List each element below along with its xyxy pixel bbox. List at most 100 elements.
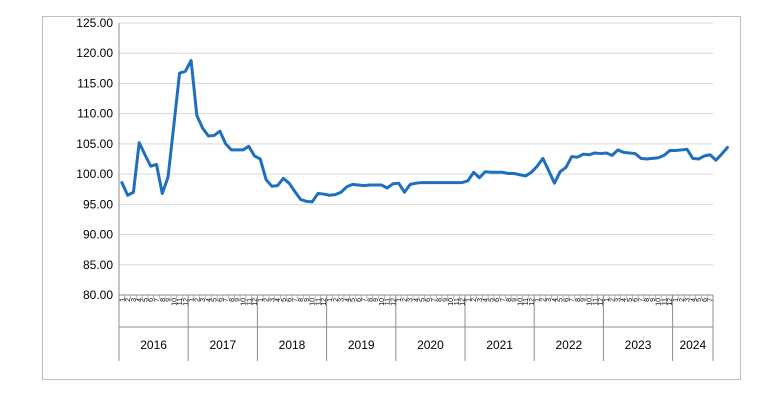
x-month-label: 1 — [119, 298, 126, 302]
y-tick-label: 95.00 — [83, 197, 113, 211]
x-month-label: 7 — [708, 298, 715, 302]
x-month-label: 3 — [269, 298, 276, 302]
line-chart: 80.0085.0090.0095.00100.00105.00110.0011… — [76, 17, 729, 361]
x-month-label: 11 — [385, 298, 392, 305]
x-month-label: 12 — [183, 298, 190, 306]
x-month-label: 7 — [500, 298, 507, 302]
x-month-label: 8 — [506, 298, 513, 302]
x-month-label: 4 — [137, 298, 144, 302]
x-month-label: 9 — [650, 298, 657, 302]
x-month-label: 9 — [304, 298, 311, 302]
x-month-label: 4 — [483, 298, 490, 302]
x-month-label: 4 — [690, 298, 697, 302]
x-month-label: 7 — [431, 298, 438, 302]
x-month-label: 9 — [442, 298, 449, 302]
x-month-label: 2 — [540, 298, 547, 302]
x-year-label: 2022 — [555, 338, 582, 352]
x-year-label: 2023 — [625, 338, 652, 352]
x-month-label: 9 — [373, 298, 380, 302]
x-month-label: 9 — [581, 298, 588, 302]
x-month-label: 1 — [189, 298, 196, 302]
x-month-label: 12 — [529, 298, 536, 306]
x-year-label: 2020 — [417, 338, 444, 352]
x-month-label: 3 — [339, 298, 346, 302]
x-month-label: 4 — [621, 298, 628, 302]
x-year-label: 2016 — [140, 338, 167, 352]
y-tick-label: 100.00 — [76, 167, 113, 181]
x-month-label: 2 — [471, 298, 478, 302]
x-month-label: 2 — [333, 298, 340, 302]
x-year-label: 2021 — [486, 338, 513, 352]
x-month-label: 5 — [696, 298, 703, 302]
x-month-label: 12 — [460, 298, 467, 306]
x-month-label: 5 — [281, 298, 288, 302]
x-month-label: 8 — [367, 298, 374, 302]
x-month-label: 8 — [298, 298, 305, 302]
y-axis-labels: 80.00 85.00 90.00 95.00 100.00 105.00 110.00 11… — [76, 17, 113, 302]
x-month-label: 10 — [171, 298, 178, 306]
x-month-label: 3 — [546, 298, 553, 302]
x-month-label: 5 — [627, 298, 634, 302]
x-month-label: 3 — [685, 298, 692, 302]
y-tick-label: 90.00 — [83, 228, 113, 242]
x-month-label: 12 — [598, 298, 605, 306]
x-month-label: 9 — [235, 298, 242, 302]
x-axis: 1234567891011122016123456789101112201712… — [118, 295, 715, 361]
x-month-label: 4 — [344, 298, 351, 302]
x-month-label: 6 — [633, 298, 640, 302]
x-month-label: 5 — [212, 298, 219, 302]
x-month-label: 7 — [362, 298, 369, 302]
x-month-label: 8 — [644, 298, 651, 302]
x-month-label: 10 — [517, 298, 524, 306]
x-month-label: 5 — [558, 298, 565, 302]
x-month-label: 8 — [437, 298, 444, 302]
x-month-label: 11 — [315, 298, 322, 305]
y-tick-label: 115.00 — [77, 76, 113, 90]
x-month-label: 2 — [402, 298, 409, 302]
x-month-label: 3 — [615, 298, 622, 302]
x-month-label: 10 — [448, 298, 455, 306]
x-month-label: 2 — [264, 298, 271, 302]
x-month-label: 1 — [327, 298, 334, 302]
x-month-label: 3 — [200, 298, 207, 302]
x-month-label: 5 — [142, 298, 149, 302]
x-month-label: 6 — [217, 298, 224, 302]
x-month-label: 7 — [154, 298, 161, 302]
x-month-label: 7 — [223, 298, 230, 302]
chart-frame: 80.00 85.00 90.00 95.00 100.00 105.00 110.00 11… — [42, 16, 741, 380]
x-month-label: 5 — [350, 298, 357, 302]
x-month-label: 12 — [321, 298, 328, 306]
x-month-label: 5 — [488, 298, 495, 302]
x-month-label: 9 — [512, 298, 519, 302]
x-month-label: 6 — [148, 298, 155, 302]
x-month-label: 6 — [356, 298, 363, 302]
x-month-label: 10 — [310, 298, 317, 306]
x-month-label: 8 — [575, 298, 582, 302]
x-month-label: 4 — [552, 298, 559, 302]
x-month-label: 2 — [125, 298, 132, 302]
x-month-label: 1 — [465, 298, 472, 302]
x-year-label: 2019 — [348, 338, 375, 352]
x-month-label: 4 — [206, 298, 213, 302]
x-month-label: 11 — [246, 298, 253, 305]
y-tick-label: 85.00 — [83, 258, 113, 272]
x-month-label: 8 — [229, 298, 236, 302]
x-month-label: 6 — [702, 298, 709, 302]
grid-lines — [118, 22, 713, 296]
x-month-label: 12 — [252, 298, 259, 306]
x-month-label: 10 — [656, 298, 663, 306]
x-month-label: 7 — [292, 298, 299, 302]
x-year-label: 2017 — [209, 338, 236, 352]
x-month-label: 11 — [177, 298, 184, 305]
x-month-label: 2 — [679, 298, 686, 302]
x-month-label: 1 — [604, 298, 611, 302]
x-month-label: 5 — [419, 298, 426, 302]
x-month-label: 12 — [667, 298, 674, 306]
x-month-label: 2 — [610, 298, 617, 302]
x-month-label: 2 — [194, 298, 201, 302]
series-line — [120, 58, 729, 204]
x-month-label: 3 — [131, 298, 138, 302]
y-tick-label: 125.00 — [76, 17, 113, 30]
x-month-label: 11 — [592, 298, 599, 305]
x-month-label: 6 — [494, 298, 501, 302]
